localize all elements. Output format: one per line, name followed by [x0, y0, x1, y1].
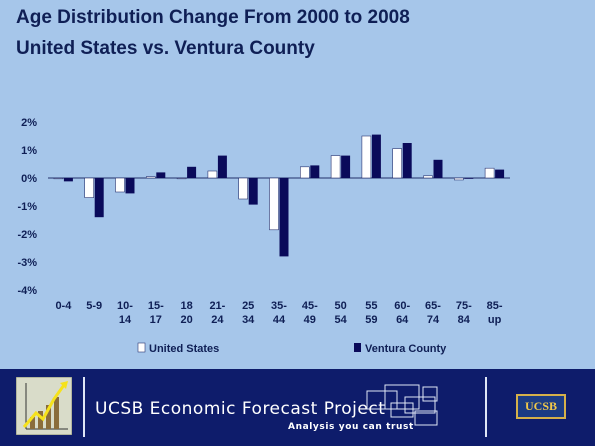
ucsb-badge: UCSB: [516, 394, 566, 419]
grid-boxes-icon: [366, 384, 438, 426]
y-tick-label: 1%: [21, 145, 37, 157]
bar-ventura-county: [279, 178, 289, 257]
bar-united-states: [176, 177, 187, 180]
x-tick-label: 84: [458, 314, 471, 326]
bar-ventura-county: [495, 169, 505, 178]
legend-label: United States: [149, 343, 219, 355]
bar-ventura-county: [433, 159, 443, 178]
x-tick-label: 35-: [271, 300, 287, 312]
x-tick-label: 54: [334, 314, 347, 326]
x-tick-label: 17: [150, 314, 162, 326]
x-tick-label: 49: [304, 314, 316, 326]
x-tick-label: 45-: [302, 300, 318, 312]
x-tick-label: 10-: [117, 300, 133, 312]
x-tick-label: 20: [180, 314, 192, 326]
x-tick-label: 34: [242, 314, 255, 326]
y-tick-label: 0%: [21, 173, 37, 185]
bar-united-states: [115, 177, 125, 193]
y-tick-label: -3%: [17, 257, 37, 269]
x-tick-label: 0-4: [55, 300, 72, 312]
legend-swatch: [354, 343, 361, 352]
y-tick-label: -1%: [17, 201, 37, 213]
bar-ventura-county: [217, 155, 227, 178]
bar-ventura-county: [125, 178, 135, 194]
x-tick-label: 44: [273, 314, 286, 326]
bar-ventura-county: [248, 178, 258, 205]
bar-ventura-county: [402, 143, 412, 178]
bar-united-states: [238, 177, 248, 200]
growth-chart-icon: [16, 377, 72, 435]
bar-ventura-county: [63, 178, 73, 182]
bar-united-states: [330, 155, 341, 179]
y-tick-label: -4%: [17, 285, 37, 297]
y-tick-label: 2%: [21, 117, 37, 129]
bar-ventura-county: [156, 172, 166, 178]
x-tick-label: 59: [365, 314, 377, 326]
x-tick-label: 64: [396, 314, 409, 326]
x-tick-label: up: [488, 314, 502, 326]
bar-ventura-county: [187, 166, 197, 178]
x-tick-label: 15-: [148, 300, 164, 312]
x-tick-label: 25: [242, 300, 254, 312]
x-tick-label: 14: [119, 314, 132, 326]
chart-title: Age Distribution Change From 2000 to 200…: [16, 7, 410, 28]
x-tick-label: 24: [211, 314, 224, 326]
x-tick-label: 21-: [209, 300, 225, 312]
x-tick-label: 18: [180, 300, 192, 312]
project-name: UCSB Economic Forecast Project: [95, 399, 386, 419]
bar-united-states: [146, 176, 156, 179]
bar-united-states: [207, 170, 218, 179]
x-tick-label: 74: [427, 314, 440, 326]
footer-banner: UCSB Economic Forecast Project Analysis …: [0, 369, 595, 446]
x-tick-label: 50: [334, 300, 346, 312]
bar-ventura-county: [371, 134, 381, 178]
footer-divider: [485, 377, 487, 437]
bar-united-states: [299, 166, 310, 179]
bar-united-states: [484, 167, 495, 179]
x-tick-label: 60-: [394, 300, 410, 312]
bar-united-states: [423, 175, 433, 179]
tagline: Analysis you can trust: [288, 422, 414, 432]
bar-ventura-county: [464, 178, 474, 179]
x-tick-label: 85-: [487, 300, 503, 312]
bar-ventura-county: [310, 165, 320, 178]
x-tick-label: 55: [365, 300, 377, 312]
x-tick-label: 65-: [425, 300, 441, 312]
y-tick-label: -2%: [17, 229, 37, 241]
bar-ventura-county: [341, 155, 351, 178]
bar-united-states: [269, 177, 279, 231]
bar-united-states: [361, 135, 372, 179]
footer-divider: [83, 377, 85, 437]
legend-label: Ventura County: [365, 343, 447, 355]
x-tick-label: 75-: [456, 300, 472, 312]
bar-united-states: [53, 177, 64, 180]
bar-united-states: [453, 177, 464, 181]
bar-united-states: [84, 177, 94, 198]
age-distribution-chart: 2% 1% 0% -1% -2% -3% -4% 0-4 5-9 10- 14 15- 17 18 20 21…: [17, 117, 510, 355]
legend-swatch: [137, 342, 146, 353]
bar-united-states: [392, 148, 403, 179]
x-tick-label: 5-9: [86, 300, 102, 312]
chart-subtitle: United States vs. Ventura County: [16, 38, 315, 59]
bar-ventura-county: [94, 178, 104, 218]
